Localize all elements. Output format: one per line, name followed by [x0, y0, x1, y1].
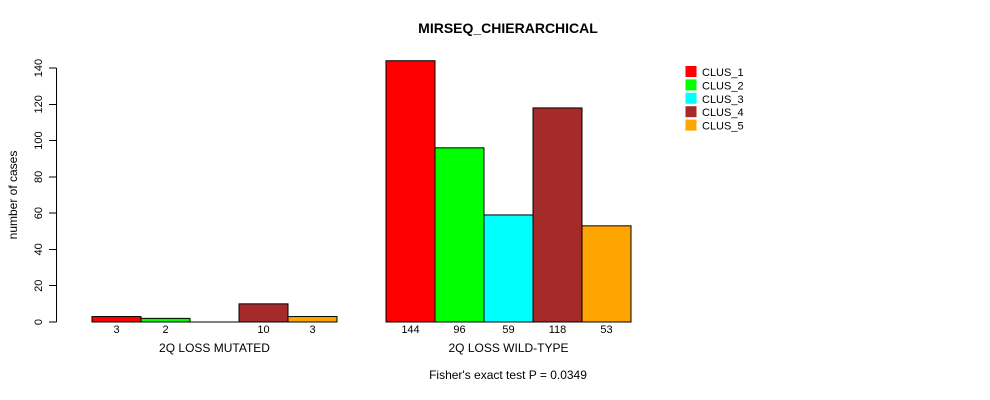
bar-CLUS_5 [581, 225, 632, 323]
y-axis-tick-label: 20 [33, 280, 45, 292]
legend-swatch-CLUS_1 [685, 66, 697, 77]
legend-swatch-CLUS_5 [685, 119, 697, 131]
bar-CLUS_2 [140, 317, 191, 323]
y-axis-tick-label: 140 [33, 59, 45, 77]
legend-label: CLUS_2 [702, 80, 744, 92]
group-label: 2Q LOSS WILD-TYPE [448, 341, 568, 355]
fisher-test-annotation: Fisher's exact test P = 0.0349 [429, 368, 587, 382]
y-axis-tick-label: 80 [33, 171, 45, 183]
legend-label: CLUS_4 [702, 107, 744, 119]
y-axis-tick-label: 60 [33, 207, 45, 219]
legend-swatch-CLUS_2 [685, 79, 697, 91]
bar-value-label: 2 [162, 324, 168, 336]
bar-value-label: 3 [113, 324, 119, 336]
y-axis-title: number of cases [6, 151, 20, 240]
bar-value-label: 3 [309, 324, 315, 336]
bar-value-label: 144 [401, 324, 419, 336]
y-axis-tick-label: 0 [33, 319, 45, 325]
legend-swatch-CLUS_3 [685, 92, 697, 104]
bar-CLUS_1 [385, 60, 436, 323]
bar-CLUS_5 [287, 316, 338, 323]
bar-value-label: 59 [502, 324, 514, 336]
group-label: 2Q LOSS MUTATED [159, 341, 270, 355]
bar-CLUS_3 [483, 214, 534, 323]
y-axis-tick-label: 40 [33, 243, 45, 255]
bar-value-label: 118 [549, 324, 567, 336]
bar-CLUS_4 [532, 107, 583, 323]
y-axis-tick-label: 120 [33, 95, 45, 113]
legend-label: CLUS_3 [702, 94, 744, 106]
bar-CLUS_4 [238, 303, 289, 323]
bar-value-label: 96 [453, 324, 465, 336]
bar-value-label: 10 [257, 324, 269, 336]
y-axis: 0 20 40 60 80 100 120 140 [33, 59, 57, 325]
chart-title: MIRSEQ_CHIERARCHICAL [418, 20, 598, 36]
y-axis-tick-label: 100 [33, 131, 45, 149]
legend-label: CLUS_5 [702, 121, 744, 133]
legend-label: CLUS_1 [702, 67, 744, 79]
plot-area: 3 2 10 3 2Q LOSS MUTATED 144 96 59 118 53 2Q LOSS … [91, 60, 632, 355]
bar-CLUS_2 [434, 147, 485, 323]
bar-CLUS_1 [91, 316, 142, 323]
legend-swatch-CLUS_4 [685, 106, 697, 118]
bar-value-label: 53 [600, 324, 612, 336]
